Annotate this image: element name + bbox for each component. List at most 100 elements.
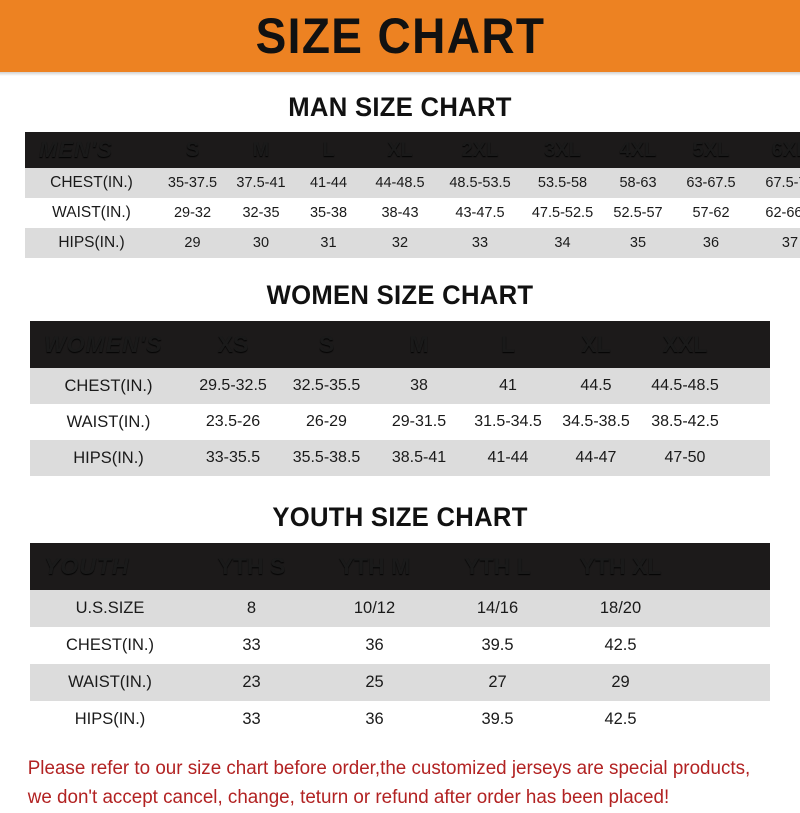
man-cell: 63-67.5 xyxy=(686,175,736,191)
youth-section-title: YOUTH SIZE CHART xyxy=(272,502,528,532)
man-cell: 44-48.5 xyxy=(375,175,425,191)
man-size-table: MEN'S S M L XL 2XL 3XL 4XL 5XL 6XL CHEST(IN.) 35-37… xyxy=(25,132,800,258)
youth-row-label: CHEST(IN.) xyxy=(66,636,154,654)
man-column-header: L xyxy=(322,138,335,161)
man-cell: 53.5-58 xyxy=(537,175,588,191)
women-cell: 41-44 xyxy=(487,449,529,466)
youth-cell: 39.5 xyxy=(481,636,514,654)
youth-table-wrapper: YOUTH YTH S YTH M YTH L YTH XL U.S.SIZE 8 10/12… xyxy=(30,543,800,738)
women-cell: 44.5-48.5 xyxy=(651,377,719,394)
man-cell: 33 xyxy=(471,235,489,251)
man-row-label: HIPS(IN.) xyxy=(58,234,125,251)
man-cell: 67.5-72 xyxy=(765,175,800,191)
youth-size-table: YOUTH YTH S YTH M YTH L YTH XL U.S.SIZE 8 10/12… xyxy=(30,543,770,738)
man-table-row: HIPS(IN.) 29 30 31 32 33 34 35 36 37 xyxy=(25,228,800,258)
man-column-header: 2XL xyxy=(461,138,499,161)
youth-cell xyxy=(682,701,770,738)
man-column-header: S xyxy=(185,138,200,161)
man-cell: 36 xyxy=(702,235,720,251)
youth-cell: 39.5 xyxy=(481,710,514,728)
youth-table-row: U.S.SIZE 8 10/12 14/16 18/20 xyxy=(30,590,770,627)
youth-column-header: YTH L xyxy=(464,553,531,579)
women-column-header: XS xyxy=(217,331,249,357)
youth-table-row: HIPS(IN.) 33 36 39.5 42.5 xyxy=(30,701,770,738)
man-column-header: M xyxy=(252,138,270,161)
youth-cell: 23 xyxy=(242,673,261,691)
women-table-row: CHEST(IN.) 29.5-32.5 32.5-35.5 38 41 44.5 44.5… xyxy=(30,368,770,404)
man-table-header-row: MEN'S S M L XL 2XL 3XL 4XL 5XL 6XL xyxy=(25,132,800,168)
man-cell: 35-37.5 xyxy=(167,175,218,191)
women-table-header-row: WOMEN'S XS S M L XL XXL xyxy=(30,321,770,368)
women-column-header: XL xyxy=(581,331,611,357)
women-cell: 35.5-38.5 xyxy=(292,449,361,466)
women-cell: 41 xyxy=(499,377,517,394)
women-cell xyxy=(730,404,770,440)
youth-row-label: WAIST(IN.) xyxy=(68,673,152,691)
man-cell: 35 xyxy=(629,235,647,251)
women-table-row: WAIST(IN.) 23.5-26 26-29 29-31.5 31.5-34.5 34… xyxy=(30,404,770,440)
youth-row-label: HIPS(IN.) xyxy=(74,710,146,728)
women-cell xyxy=(730,440,770,476)
women-cell: 38.5-41 xyxy=(391,449,447,466)
women-table-header-label: WOMEN'S xyxy=(44,331,163,357)
youth-cell: 33 xyxy=(242,710,261,728)
man-cell: 52.5-57 xyxy=(613,205,663,221)
women-size-table: WOMEN'S XS S M L XL XXL CHEST(IN.) 29.5-32.5 32.5… xyxy=(30,321,770,476)
man-cell: 37 xyxy=(781,235,799,251)
man-cell: 38-43 xyxy=(381,205,419,221)
women-cell xyxy=(730,368,770,404)
women-cell: 38 xyxy=(410,377,428,394)
man-cell: 57-62 xyxy=(692,205,730,221)
man-column-header: 3XL xyxy=(544,138,581,161)
man-table-row: CHEST(IN.) 35-37.5 37.5-41 41-44 44-48.5 48.5… xyxy=(25,168,800,198)
man-cell: 31 xyxy=(320,235,337,251)
youth-row-label: U.S.SIZE xyxy=(75,599,145,617)
women-column-header: S xyxy=(318,331,335,357)
youth-cell xyxy=(682,590,770,627)
man-row-label: CHEST(IN.) xyxy=(50,174,133,191)
man-cell: 30 xyxy=(252,235,270,251)
youth-cell: 42.5 xyxy=(604,636,637,654)
man-cell: 34 xyxy=(554,235,571,251)
women-row-label: CHEST(IN.) xyxy=(64,376,153,395)
women-column-header: L xyxy=(500,331,516,357)
man-column-header: XL xyxy=(387,138,413,161)
youth-table-header-label: YOUTH xyxy=(44,553,130,579)
youth-cell: 29 xyxy=(611,673,630,691)
women-cell: 31.5-34.5 xyxy=(474,413,542,430)
youth-cell: 42.5 xyxy=(604,710,637,728)
youth-cell xyxy=(682,664,770,701)
man-cell: 29 xyxy=(184,235,201,251)
youth-cell: 18/20 xyxy=(599,599,642,617)
youth-cell: 33 xyxy=(242,636,261,654)
youth-cell: 14/16 xyxy=(476,599,519,617)
man-cell: 32-35 xyxy=(242,205,280,221)
women-table-wrapper: WOMEN'S XS S M L XL XXL CHEST(IN.) 29.5-32.5 32.5… xyxy=(30,321,800,476)
man-table-header-label: MEN'S xyxy=(39,137,113,162)
man-cell: 32 xyxy=(391,235,409,251)
women-cell: 32.5-35.5 xyxy=(292,377,361,394)
disclaimer-line-1: Please refer to our size chart before or… xyxy=(27,758,751,779)
man-column-header: 6XL xyxy=(771,138,800,161)
youth-cell: 36 xyxy=(365,710,384,728)
women-column-header: XXL xyxy=(662,331,708,357)
youth-table-header-row: YOUTH YTH S YTH M YTH L YTH XL xyxy=(30,543,770,590)
page-banner: SIZE CHART xyxy=(0,0,800,72)
youth-column-header xyxy=(682,543,770,590)
youth-cell: 36 xyxy=(365,636,384,654)
women-cell: 34.5-38.5 xyxy=(562,413,630,430)
page-title: SIZE CHART xyxy=(255,8,545,64)
youth-column-header: YTH S xyxy=(217,553,286,579)
women-table-row: HIPS(IN.) 33-35.5 35.5-38.5 38.5-41 41-44 44-… xyxy=(30,440,770,476)
women-cell: 44-47 xyxy=(575,449,617,466)
man-cell: 41-44 xyxy=(309,175,348,191)
man-column-header: 4XL xyxy=(619,138,657,161)
women-cell: 44.5 xyxy=(580,377,612,394)
disclaimer-line-2: we don't accept cancel, change, teturn o… xyxy=(27,787,670,809)
man-cell: 47.5-52.5 xyxy=(531,205,594,221)
man-cell: 37.5-41 xyxy=(236,175,286,191)
man-cell: 43-47.5 xyxy=(455,205,505,221)
youth-table-row: CHEST(IN.) 33 36 39.5 42.5 xyxy=(30,627,770,664)
man-row-label: WAIST(IN.) xyxy=(52,204,131,221)
youth-cell: 25 xyxy=(365,673,384,691)
